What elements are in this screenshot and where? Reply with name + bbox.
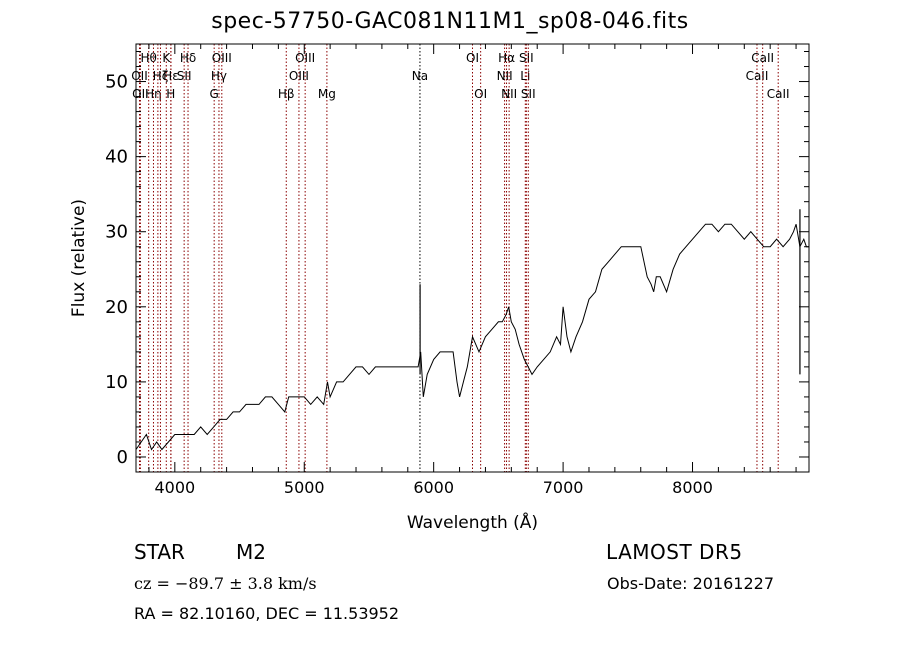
line-marker-label: Hγ [211, 69, 227, 83]
line-marker-label: Mg [318, 87, 336, 101]
line-marker-label: Na [412, 69, 428, 83]
line-marker-label: Hα [498, 51, 515, 65]
object-type-label: STAR [134, 540, 185, 564]
redshift-velocity-label: cz = −89.7 ± 3.8 km/s [134, 574, 317, 593]
x-tick-label: 8000 [672, 478, 713, 497]
plot-frame [135, 43, 810, 473]
line-marker-label: CaII [751, 51, 774, 65]
line-marker-label: OIII [289, 69, 309, 83]
line-marker-label: SII [519, 51, 534, 65]
line-marker-label: G [210, 87, 219, 101]
line-marker-label: SII [177, 69, 192, 83]
line-marker-label: Hδ [180, 51, 196, 65]
chart-title: spec-57750-GAC081N11M1_sp08-046.fits [211, 9, 689, 34]
line-marker-label: OI [466, 51, 479, 65]
subclass-label: M2 [236, 540, 266, 564]
line-marker-label: NII [497, 69, 513, 83]
y-axis-label: Flux (relative) [69, 199, 89, 317]
x-tick-label: 7000 [543, 478, 584, 497]
observation-date-label: Obs-Date: 20161227 [607, 574, 775, 593]
y-tick-label: 20 [105, 297, 128, 318]
y-tick-label: 40 [105, 147, 128, 168]
line-marker-label: NII [501, 87, 517, 101]
y-tick-label: 0 [117, 447, 128, 468]
line-marker-label: CaII [746, 69, 769, 83]
line-marker-label: Hζ [153, 69, 169, 83]
x-axis-label: Wavelength (Å) [407, 511, 538, 533]
line-marker-label: OII [131, 69, 148, 83]
line-marker-label: Hη [145, 87, 162, 101]
line-marker-label: Li [520, 69, 530, 83]
line-marker-label: CaII [767, 87, 790, 101]
line-marker-label: Hε [163, 69, 179, 83]
x-tick-label: 4000 [154, 478, 195, 497]
spectrum-series [135, 223, 809, 451]
line-marker-label: OIII [212, 51, 232, 65]
line-marker-label: OI [474, 87, 487, 101]
survey-label: LAMOST DR5 [606, 540, 743, 564]
line-marker-label: Hβ [278, 87, 295, 101]
line-marker-label: SII [521, 87, 536, 101]
coordinates-label: RA = 82.10160, DEC = 11.53952 [134, 604, 400, 623]
x-tick-label: 5000 [284, 478, 325, 497]
y-tick-label: 50 [105, 72, 128, 93]
line-marker-label: K [162, 51, 171, 65]
line-marker-label: Hθ [140, 51, 156, 65]
line-marker-label: OIII [295, 51, 315, 65]
x-tick-label: 6000 [413, 478, 454, 497]
y-tick-label: 10 [105, 372, 128, 393]
y-tick-label: 30 [105, 222, 128, 243]
